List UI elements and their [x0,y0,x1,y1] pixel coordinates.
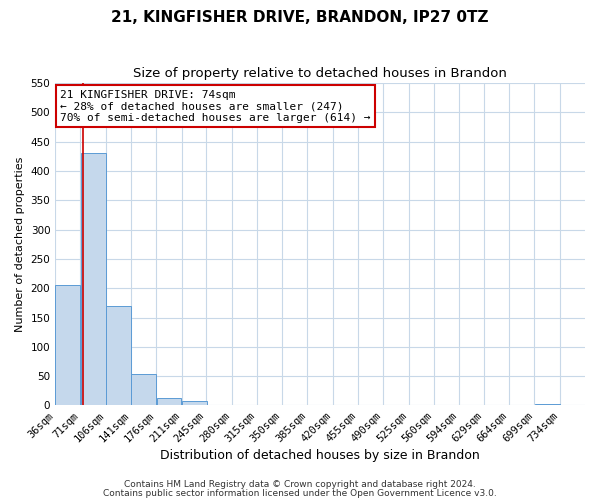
Text: 21 KINGFISHER DRIVE: 74sqm
← 28% of detached houses are smaller (247)
70% of sem: 21 KINGFISHER DRIVE: 74sqm ← 28% of deta… [61,90,371,122]
X-axis label: Distribution of detached houses by size in Brandon: Distribution of detached houses by size … [160,450,480,462]
Bar [157,398,181,406]
Text: 21, KINGFISHER DRIVE, BRANDON, IP27 0TZ: 21, KINGFISHER DRIVE, BRANDON, IP27 0TZ [111,10,489,25]
Bar [55,286,80,406]
Title: Size of property relative to detached houses in Brandon: Size of property relative to detached ho… [133,68,507,80]
Bar [80,154,106,406]
Text: Contains HM Land Registry data © Crown copyright and database right 2024.: Contains HM Land Registry data © Crown c… [124,480,476,489]
Bar [106,306,131,406]
Bar [535,404,560,406]
Y-axis label: Number of detached properties: Number of detached properties [15,156,25,332]
Bar [131,374,156,406]
Text: Contains public sector information licensed under the Open Government Licence v3: Contains public sector information licen… [103,489,497,498]
Bar [182,401,207,406]
